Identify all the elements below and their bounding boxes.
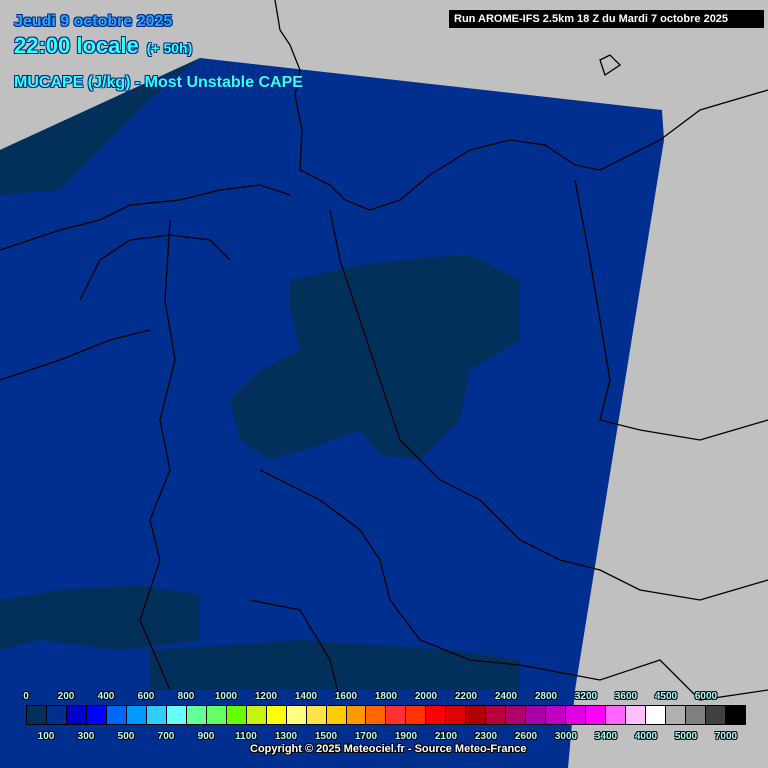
- borders-coastlines: [0, 0, 768, 701]
- legend-swatch: [27, 706, 47, 724]
- legend-swatch: [685, 706, 706, 724]
- legend-swatch: [346, 706, 367, 724]
- legend-label: 1000: [214, 691, 238, 702]
- legend-swatch: [546, 706, 567, 724]
- legend-swatch: [166, 706, 187, 724]
- legend-swatch: [226, 706, 247, 724]
- legend-label: 2300: [474, 731, 498, 742]
- legend-label: 2000: [414, 691, 438, 702]
- legend-label: 4000: [634, 731, 658, 742]
- legend-label: 800: [177, 691, 195, 702]
- legend-label: 3000: [554, 731, 578, 742]
- legend-label: 3600: [614, 691, 638, 702]
- legend-swatch: [306, 706, 327, 724]
- legend-label: 1300: [274, 731, 298, 742]
- legend-label: 3400: [594, 731, 618, 742]
- model-run-info: Run AROME-IFS 2.5km 18 Z du Mardi 7 octo…: [449, 10, 764, 28]
- legend-swatch: [506, 706, 527, 724]
- legend-swatch: [606, 706, 627, 724]
- legend-label: 4500: [654, 691, 678, 702]
- legend-label: 2100: [434, 731, 458, 742]
- legend-swatch: [466, 706, 487, 724]
- legend-swatch: [326, 706, 347, 724]
- legend-label: 100: [37, 731, 55, 742]
- legend-swatch: [586, 706, 607, 724]
- legend-swatch: [526, 706, 547, 724]
- legend-swatch: [206, 706, 227, 724]
- legend-label: 2800: [534, 691, 558, 702]
- legend-label: 1900: [394, 731, 418, 742]
- lead-time: (+ 50h): [146, 40, 193, 56]
- legend-swatch: [146, 706, 167, 724]
- legend-swatch: [186, 706, 207, 724]
- legend-label: 7000: [714, 731, 738, 742]
- legend-swatch: [66, 706, 87, 724]
- parameter-title: MUCAPE (J/kg) - Most Unstable CAPE: [14, 74, 303, 91]
- legend-label: 1100: [235, 731, 257, 742]
- legend-label: 200: [57, 691, 75, 702]
- legend-swatch: [446, 706, 467, 724]
- legend-label: 1400: [294, 691, 318, 702]
- color-legend: [26, 705, 746, 725]
- legend-label: 700: [157, 731, 175, 742]
- legend-swatch: [386, 706, 407, 724]
- legend-label: 600: [137, 691, 155, 702]
- legend-swatch: [705, 706, 726, 724]
- legend-label: 500: [117, 731, 135, 742]
- legend-label: 1500: [314, 731, 338, 742]
- low-cape-areas: [0, 58, 520, 690]
- legend-swatch: [646, 706, 666, 724]
- legend-swatch: [486, 706, 507, 724]
- legend-label: 1800: [374, 691, 398, 702]
- legend-label: 1600: [334, 691, 358, 702]
- legend-swatch: [366, 706, 387, 724]
- legend-swatch: [286, 706, 307, 724]
- legend-swatch: [426, 706, 447, 724]
- legend-label: 400: [97, 691, 115, 702]
- forecast-time: 22:00 locale (+ 50h): [14, 33, 192, 59]
- legend-swatch: [266, 706, 287, 724]
- legend-label: 900: [197, 731, 215, 742]
- legend-label: 0: [23, 691, 29, 702]
- legend-swatch: [246, 706, 267, 724]
- legend-swatch: [626, 706, 647, 724]
- legend-label: 5000: [674, 731, 698, 742]
- copyright: Copyright © 2025 Meteociel.fr - Source M…: [250, 743, 527, 755]
- legend-label: 1700: [354, 731, 378, 742]
- legend-swatch: [666, 706, 686, 724]
- forecast-date: Jeudi 9 octobre 2025: [14, 13, 173, 30]
- legend-swatch: [566, 706, 587, 724]
- legend-label: 6000: [694, 691, 718, 702]
- legend-swatch: [725, 706, 745, 724]
- legend-swatch: [106, 706, 127, 724]
- local-time: 22:00 locale: [14, 33, 139, 58]
- legend-label: 3200: [574, 691, 598, 702]
- legend-swatch: [406, 706, 427, 724]
- legend-label: 2200: [454, 691, 478, 702]
- legend-swatch: [86, 706, 107, 724]
- legend-label: 2600: [514, 731, 538, 742]
- legend-label: 2400: [494, 691, 518, 702]
- legend-swatch: [126, 706, 147, 724]
- legend-label: 300: [77, 731, 95, 742]
- legend-label: 1200: [254, 691, 278, 702]
- legend-swatch: [46, 706, 67, 724]
